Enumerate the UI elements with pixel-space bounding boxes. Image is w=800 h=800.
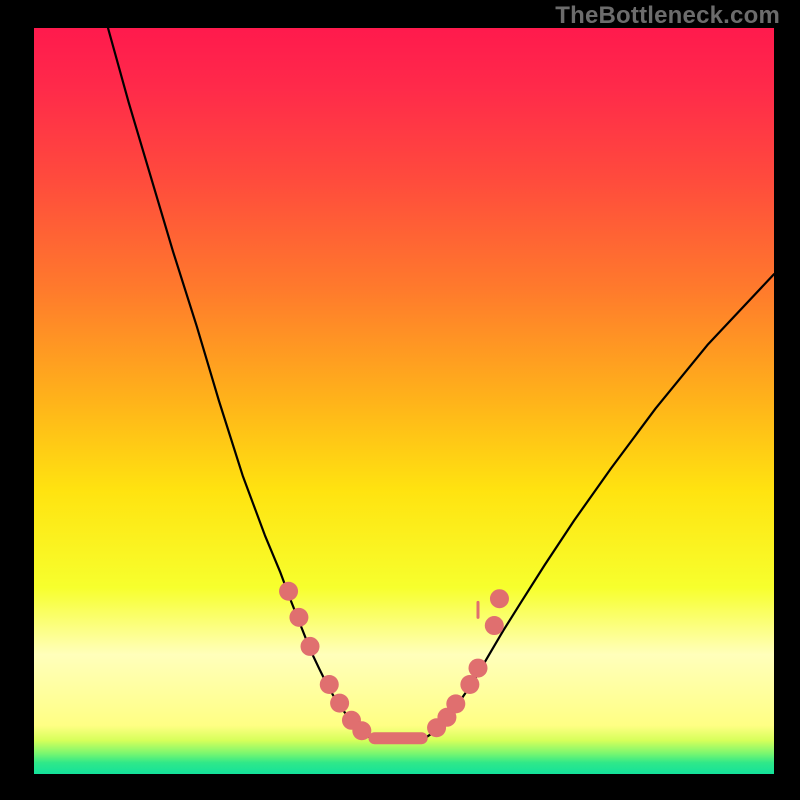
optimal-zone-band (368, 732, 427, 744)
data-marker-left (289, 608, 308, 627)
data-marker-right (469, 659, 488, 678)
frame-bottom (0, 774, 800, 800)
data-marker-left (352, 721, 371, 740)
data-marker-right (485, 616, 504, 635)
watermark-text: TheBottleneck.com (555, 2, 780, 30)
data-marker-right (460, 675, 479, 694)
frame-right (774, 0, 800, 800)
bottleneck-chart (34, 28, 774, 774)
data-marker-left (279, 582, 298, 601)
data-marker-left (330, 694, 349, 713)
data-marker-left (320, 675, 339, 694)
frame-left (0, 0, 34, 800)
data-marker-right (490, 589, 509, 608)
data-marker-right (446, 694, 465, 713)
data-marker-left (301, 637, 320, 656)
